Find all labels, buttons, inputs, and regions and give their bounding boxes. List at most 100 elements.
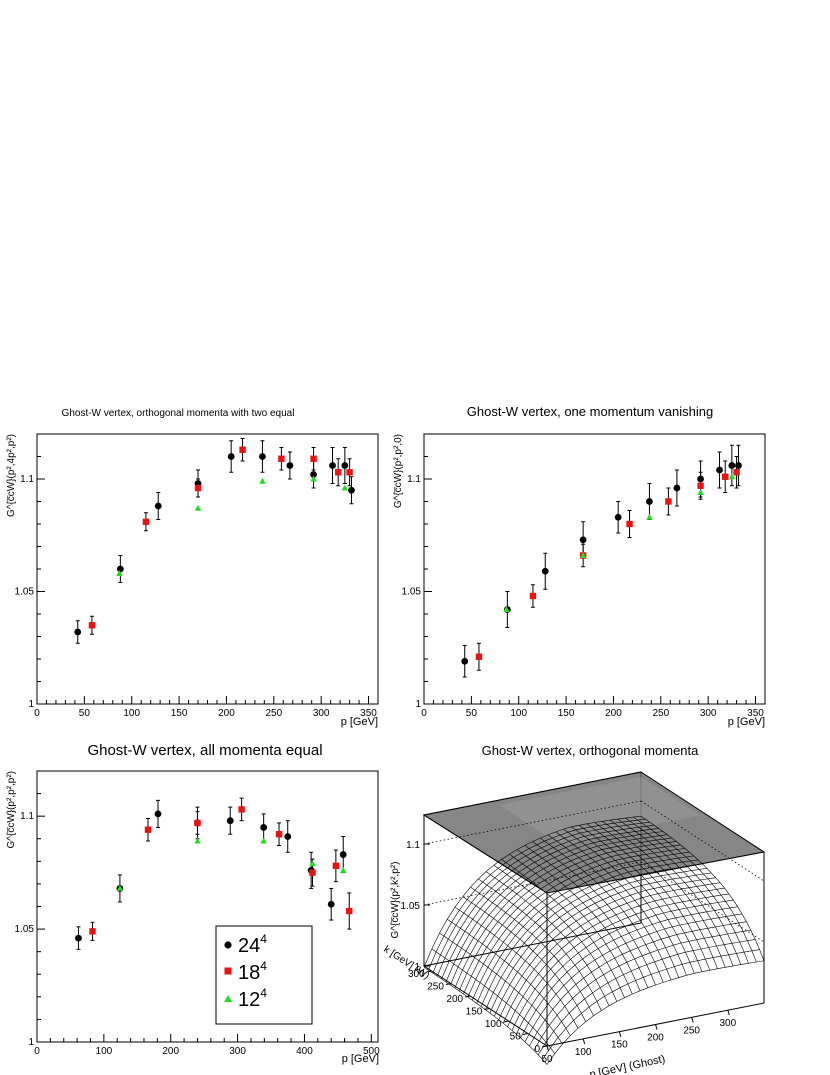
point-12 <box>728 473 736 480</box>
point-24 <box>614 513 622 521</box>
z-gridline <box>640 800 765 882</box>
point-24 <box>716 466 723 474</box>
mesh-line-p <box>485 871 610 1006</box>
point-24 <box>284 833 292 840</box>
point-24 <box>226 817 234 825</box>
point-12 <box>259 477 266 484</box>
panel3-title: Ghost-W vertex, all momenta equal <box>87 742 322 759</box>
mesh-line-k <box>489 868 707 1014</box>
k-tick <box>484 1008 490 1010</box>
point-18 <box>335 469 342 476</box>
panel1-ylabel: G^{c̅cW}(p²,4p²,p²) <box>6 434 17 517</box>
surface-top-face-light <box>500 777 700 845</box>
panel2-ylabel: G^{c̅cW}(p²,p²,0) <box>393 434 404 508</box>
point-24 <box>116 565 124 573</box>
mesh-line-p <box>563 828 687 976</box>
point-12 <box>260 837 267 844</box>
mesh-line-k <box>533 929 751 1051</box>
point-24 <box>310 471 317 478</box>
k-tick <box>541 1045 548 1048</box>
panel4-title: Ghost-W vertex, orthogonal momenta <box>482 743 700 758</box>
point-24 <box>339 851 347 858</box>
point-18 <box>194 819 201 827</box>
point-12 <box>697 489 704 495</box>
k-tick-label: 150 <box>466 1007 483 1018</box>
y-tick-label: 1.1 <box>20 474 34 485</box>
point-18 <box>475 653 483 660</box>
mesh-line-p <box>571 826 695 974</box>
x-tick-label: 300 <box>313 708 330 719</box>
point-18 <box>346 469 353 476</box>
panel1-marks <box>74 438 355 644</box>
point-18 <box>310 455 317 462</box>
point-12 <box>116 570 123 576</box>
x-tick-label: 100 <box>510 708 527 719</box>
panel-all-momenta-equal: Ghost-W vertex, all momenta equal p [GeV… <box>6 742 380 1065</box>
point-24 <box>227 453 235 460</box>
point-18 <box>278 455 285 462</box>
legend-marker-12 <box>224 995 232 1002</box>
x-tick-label: 150 <box>558 708 575 719</box>
k-tick-label: 0 <box>534 1044 540 1055</box>
p-tick <box>691 1017 694 1023</box>
point-18 <box>626 520 633 528</box>
y-tick-label: 1.1 <box>20 811 34 822</box>
panel4-xlabel: p [GeV] (Ghost) <box>588 1053 666 1075</box>
point-24 <box>728 462 736 469</box>
p-tick-label: 50 <box>541 1054 553 1065</box>
x-tick-label: 150 <box>171 708 188 719</box>
p-tick-label: 300 <box>719 1018 736 1029</box>
z-gridline <box>423 861 642 906</box>
p-tick-label: 250 <box>683 1025 700 1036</box>
x-tick-label: 300 <box>700 708 717 719</box>
p-tick <box>655 1024 658 1030</box>
p-tick-label: 200 <box>647 1033 664 1044</box>
point-24 <box>260 824 268 831</box>
point-24 <box>154 502 162 510</box>
point-24 <box>646 498 653 505</box>
y-tick-label: 1 <box>415 699 421 710</box>
panel2-axes: 0 50 100 150 200 250 300 350 1.05 1.1 1 <box>402 433 766 719</box>
p-tick <box>618 1031 622 1037</box>
z-gridline <box>640 861 765 943</box>
x-tick-label: 100 <box>96 1046 113 1057</box>
point-18 <box>309 869 316 876</box>
x-tick-label: 500 <box>363 1046 380 1057</box>
x-tick-label: 50 <box>79 708 91 719</box>
z-tick-label: 1.05 <box>401 901 421 912</box>
point-18 <box>144 826 152 833</box>
y-tick-label: 1 <box>28 1037 34 1048</box>
point-18 <box>142 518 150 525</box>
mesh-line-p <box>555 831 680 978</box>
panel3-axes: 0 100 200 300 400 500 1.05 1.1 1 <box>15 770 380 1057</box>
x-tick-label: 400 <box>296 1046 313 1057</box>
legend-label-18: 184 <box>238 959 267 984</box>
surface-axes: 11.051.150100150200250300050100150200250… <box>401 800 765 1065</box>
mesh-line-p <box>594 822 718 969</box>
point-24 <box>286 462 294 469</box>
point-24 <box>579 536 587 544</box>
y-tick-label: 1.05 <box>402 587 422 598</box>
mesh-line-k <box>494 872 712 1017</box>
point-24 <box>75 934 82 942</box>
point-18 <box>346 907 353 915</box>
p-tick <box>546 1045 549 1052</box>
panel1-xlabel: p [GeV] <box>341 716 378 728</box>
mesh-line-k <box>498 877 716 1020</box>
point-18 <box>88 622 96 629</box>
panel2-title: Ghost-W vertex, one momentum vanishing <box>467 404 713 419</box>
mesh-line-p <box>633 816 757 963</box>
legend: 244 184 124 <box>215 925 313 1025</box>
mesh-line-p <box>454 906 579 1029</box>
point-24 <box>329 462 336 469</box>
mesh-line-p <box>586 823 711 971</box>
point-24 <box>341 462 349 469</box>
point-12 <box>340 866 347 873</box>
mesh-line-p <box>462 896 587 1022</box>
point-18 <box>665 498 672 505</box>
point-18 <box>332 862 340 870</box>
point-18 <box>238 806 245 813</box>
point-24 <box>327 900 335 908</box>
point-18 <box>697 482 704 489</box>
x-tick-label: 50 <box>466 708 478 719</box>
